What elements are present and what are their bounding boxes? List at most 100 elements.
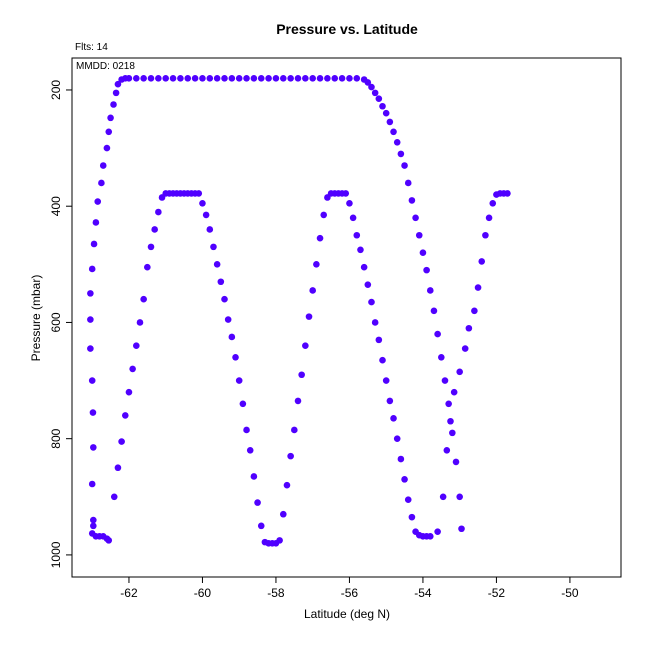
- y-tick-label: 200: [49, 80, 63, 100]
- point: [412, 214, 419, 222]
- point: [217, 278, 225, 286]
- point: [489, 199, 497, 207]
- point: [265, 75, 272, 82]
- point: [129, 365, 136, 373]
- point: [221, 75, 228, 82]
- point: [90, 444, 97, 451]
- point: [298, 371, 305, 379]
- point: [228, 333, 236, 341]
- point: [423, 266, 430, 274]
- point: [316, 234, 324, 242]
- point: [379, 356, 386, 364]
- point: [401, 162, 408, 169]
- point: [224, 316, 232, 323]
- x-tick-label: -58: [267, 586, 285, 600]
- point: [140, 295, 147, 303]
- point: [313, 261, 320, 268]
- point: [272, 75, 280, 82]
- point: [390, 128, 397, 136]
- point: [349, 214, 357, 222]
- point: [379, 102, 386, 110]
- point: [309, 75, 316, 82]
- point: [287, 75, 294, 82]
- point: [360, 263, 368, 271]
- x-axis-label: Latitude (deg N): [304, 607, 390, 621]
- point: [309, 287, 316, 294]
- point: [279, 510, 287, 518]
- point: [504, 190, 511, 197]
- y-axis-label: Pressure (mbar): [29, 275, 43, 362]
- point: [445, 400, 452, 408]
- x-tick-label: -62: [120, 586, 138, 600]
- point: [439, 493, 447, 501]
- point: [118, 438, 125, 445]
- point: [474, 284, 482, 291]
- point: [331, 75, 339, 82]
- point: [276, 537, 283, 544]
- point: [90, 516, 97, 524]
- point: [419, 249, 427, 256]
- point: [88, 265, 96, 273]
- point: [346, 75, 353, 82]
- y-tick-label: 800: [49, 428, 63, 448]
- point: [110, 101, 117, 108]
- point: [257, 75, 265, 82]
- point: [133, 75, 140, 82]
- point: [195, 190, 203, 197]
- point: [87, 316, 94, 323]
- point: [235, 377, 243, 384]
- point: [155, 208, 162, 216]
- x-tick-label: -52: [488, 586, 506, 600]
- point: [221, 295, 228, 303]
- point: [390, 415, 397, 422]
- point: [88, 480, 96, 488]
- point: [99, 162, 107, 169]
- point: [110, 493, 118, 501]
- point: [177, 75, 184, 82]
- annotation: Flts: 14: [75, 42, 108, 53]
- point: [426, 287, 434, 294]
- point: [364, 281, 372, 288]
- point: [257, 522, 265, 530]
- point: [458, 525, 465, 533]
- point: [401, 476, 408, 483]
- point: [232, 354, 239, 361]
- point: [90, 240, 98, 248]
- point: [121, 412, 129, 419]
- point: [371, 319, 379, 326]
- point: [87, 345, 94, 352]
- point: [136, 319, 144, 326]
- point: [353, 231, 361, 239]
- point: [456, 493, 463, 501]
- point: [98, 179, 105, 187]
- point: [408, 513, 416, 521]
- point: [456, 368, 463, 376]
- x-tick-label: -60: [194, 586, 212, 600]
- point: [346, 199, 353, 207]
- point: [294, 75, 302, 82]
- point: [114, 80, 122, 88]
- point: [125, 388, 133, 396]
- point: [485, 214, 493, 222]
- point: [243, 426, 250, 434]
- point: [88, 377, 96, 384]
- point: [105, 537, 113, 544]
- x-tick-label: -50: [561, 586, 579, 600]
- point: [213, 261, 221, 268]
- y-tick-label: 400: [49, 196, 63, 216]
- point: [415, 231, 423, 239]
- point: [169, 75, 177, 82]
- point: [386, 118, 394, 126]
- point: [447, 417, 454, 425]
- point: [342, 190, 350, 197]
- point: [320, 211, 328, 219]
- point: [443, 447, 451, 454]
- point: [155, 75, 162, 82]
- point: [87, 290, 94, 297]
- point: [151, 226, 158, 233]
- point: [465, 324, 473, 332]
- point: [404, 179, 412, 187]
- point: [364, 79, 372, 86]
